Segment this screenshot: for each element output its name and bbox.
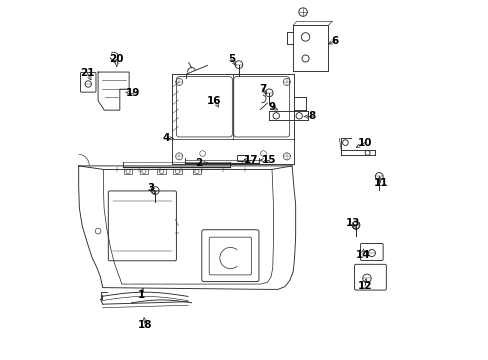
Text: 13: 13 [345,218,360,228]
Text: 7: 7 [258,84,265,94]
Text: 9: 9 [268,102,275,112]
Text: 11: 11 [373,178,387,188]
Bar [157,170,165,174]
Bar [192,170,201,174]
Text: 16: 16 [207,96,222,105]
Text: 1: 1 [137,290,144,300]
Text: 2: 2 [195,158,202,168]
Text: 17: 17 [243,154,258,165]
Bar [140,170,148,174]
Text: 6: 6 [330,36,338,46]
Text: 10: 10 [357,138,372,148]
Text: 15: 15 [262,155,276,165]
Text: 5: 5 [227,54,235,64]
Text: 19: 19 [126,87,140,98]
Bar [237,155,246,161]
Text: 12: 12 [357,281,372,291]
Text: 18: 18 [138,320,152,330]
Text: 14: 14 [355,250,369,260]
Text: 20: 20 [109,54,124,64]
Text: 8: 8 [308,112,315,121]
Text: 4: 4 [162,133,169,143]
Text: 3: 3 [147,183,154,193]
Text: 21: 21 [80,68,95,78]
Bar [123,170,132,174]
Bar [173,170,182,174]
